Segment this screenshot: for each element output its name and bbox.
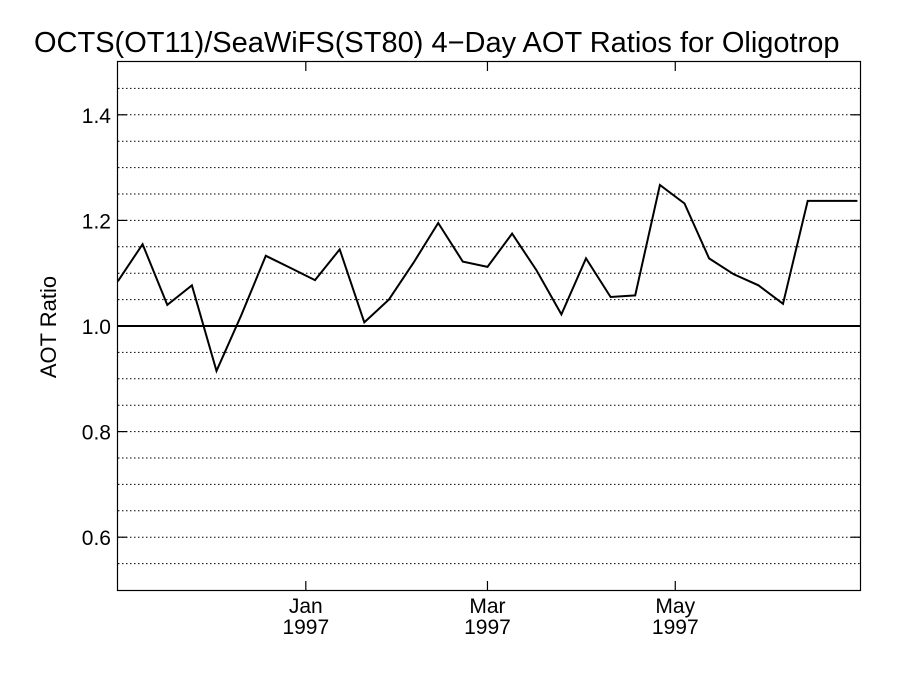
data-point [215,370,218,372]
data-point [141,243,144,245]
data-point [412,261,415,264]
data-point [831,200,834,202]
x-tick-year-label: 1997 [464,616,511,639]
data-point [338,248,341,251]
data-point [806,200,809,202]
x-tick-month-label: Jan [289,595,323,618]
series-lines [117,183,858,374]
data-point [634,294,637,297]
y-tick-label: 0.8 [82,422,111,445]
y-tick-label: 1.4 [82,105,112,128]
data-point [585,257,587,260]
data-point [609,296,612,298]
x-tick-year-label: 1997 [282,616,329,639]
x-tick-year-label: 1997 [652,616,699,639]
data-point [264,254,267,257]
data-point [511,232,513,235]
data-point [388,298,390,301]
data-point [462,260,464,263]
data-point [708,257,710,260]
data-point [560,313,563,316]
y-axis: 0.6 0.8 1.0 1.2 1.4 [82,105,860,550]
data-point [314,279,316,281]
data-point [240,314,242,317]
data-point [486,266,489,268]
series-line [117,183,857,374]
data-point [659,184,661,186]
chart-title: OCTS(OT11)/SeaWiFS(ST80) 4−Day AOT Ratio… [34,27,840,59]
data-point [363,321,366,324]
x-tick-month-label: Mar [469,595,505,618]
data-point [535,269,538,272]
data-point [166,304,169,306]
data-point [732,273,735,276]
y-axis-label: AOT Ratio [36,276,61,378]
y-tick-label: 1.2 [82,210,111,233]
x-tick-month-label: May [655,595,695,618]
data-point [683,202,686,205]
data-point [191,284,193,287]
plot-frame [116,60,862,592]
data-point [782,303,784,305]
y-tick-label: 0.6 [82,527,111,550]
data-point [437,222,439,224]
data-point [289,267,292,269]
data-point [856,200,858,202]
data-point [757,284,760,287]
y-tick-label: 1.0 [82,316,111,339]
